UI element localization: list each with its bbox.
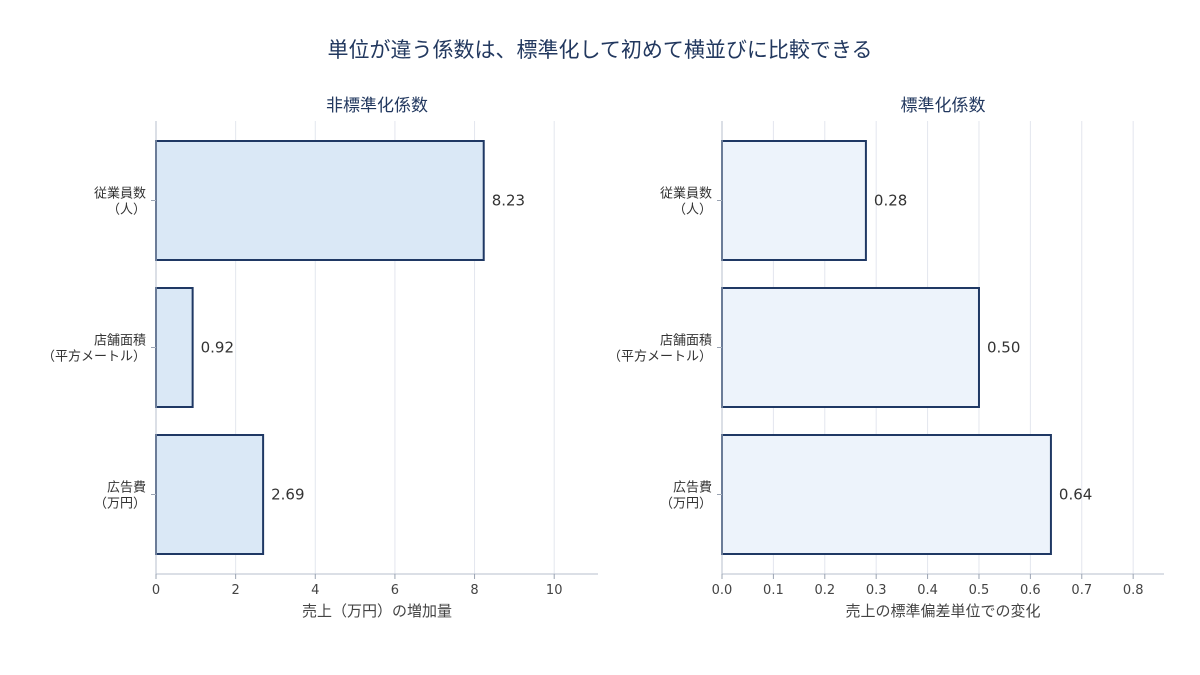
x-tick-label: 2 — [231, 583, 239, 598]
category-label: （平方メートル） — [42, 349, 146, 365]
category-label: 店舗面積 — [94, 334, 146, 349]
data-label: 0.50 — [987, 339, 1020, 357]
x-tick-label: 0 — [152, 583, 160, 598]
category-label: 店舗面積 — [660, 334, 712, 349]
x-tick-label: 0.7 — [1071, 583, 1092, 598]
x-tick-label: 8 — [470, 583, 478, 598]
panel-title-1: 非標準化係数 — [326, 96, 428, 116]
bar — [155, 434, 265, 555]
category-label: 従業員数 — [660, 186, 712, 202]
x-tick-label: 0.2 — [814, 583, 835, 598]
data-label: 0.28 — [874, 192, 907, 210]
category-label: 広告費 — [673, 481, 712, 496]
category-label: 広告費 — [107, 481, 146, 496]
bar — [155, 140, 485, 261]
category-label: （人） — [107, 203, 146, 218]
x-tick-label: 0.8 — [1123, 583, 1144, 598]
data-label: 8.23 — [492, 192, 525, 210]
x-tick-label: 0.1 — [763, 583, 784, 598]
x-tick-label: 0.3 — [866, 583, 887, 598]
data-label: 0.64 — [1059, 486, 1092, 504]
bar — [721, 140, 867, 261]
chart-main-title: 単位が違う係数は、標準化して初めて横並びに比較できる — [327, 38, 873, 62]
category-label: （平方メートル） — [608, 349, 712, 365]
x-tick-label: 0.6 — [1020, 583, 1041, 598]
bar — [721, 287, 980, 408]
x-tick-label: 10 — [546, 583, 563, 598]
category-label: （万円） — [660, 497, 712, 512]
x-axis-label: 売上の標準偏差単位での変化 — [845, 602, 1040, 620]
x-tick-label: 0.4 — [917, 583, 938, 598]
x-axis-label: 売上（万円）の増加量 — [302, 602, 452, 620]
x-tick-label: 0.5 — [969, 583, 990, 598]
data-label: 0.92 — [201, 339, 234, 357]
category-label: （万円） — [94, 497, 146, 512]
category-label: 従業員数 — [94, 186, 146, 202]
x-tick-label: 6 — [391, 583, 399, 598]
bar — [155, 287, 194, 408]
panel-title-2: 標準化係数 — [901, 96, 986, 116]
x-tick-label: 0.0 — [712, 583, 733, 598]
category-label: （人） — [673, 203, 712, 218]
data-label: 2.69 — [271, 486, 304, 504]
x-tick-label: 4 — [311, 583, 319, 598]
bar — [721, 434, 1052, 555]
